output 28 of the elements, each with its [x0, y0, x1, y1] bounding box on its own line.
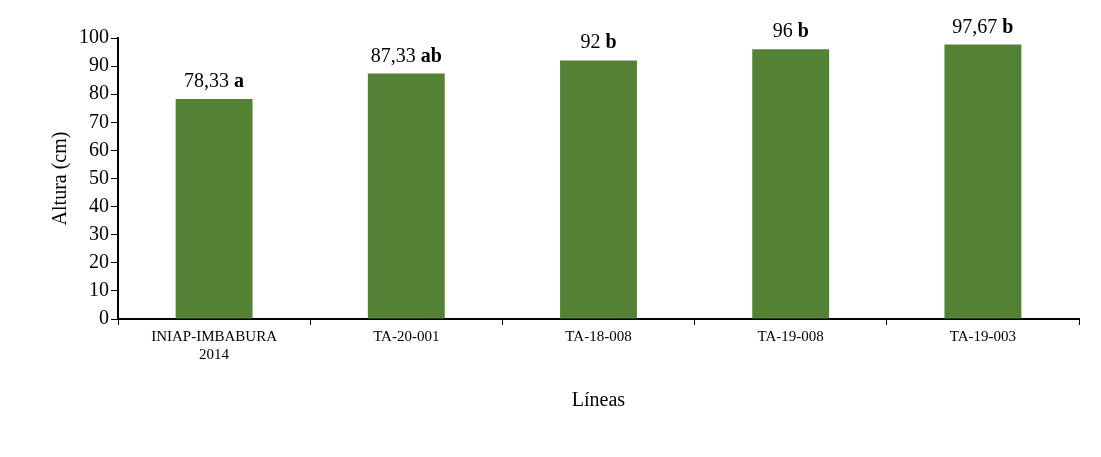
y-tick-label: 10	[89, 278, 109, 301]
y-tick-label: 60	[89, 137, 109, 160]
data-label: 97,67 b	[952, 14, 1014, 37]
x-axis-title: Líneas	[571, 388, 626, 411]
bar	[367, 73, 445, 319]
data-label: 96 b	[772, 19, 809, 42]
y-tick-label: 30	[89, 221, 109, 244]
data-label: 78,33 a	[184, 68, 245, 91]
y-axis-title: Altura (cm)	[48, 131, 72, 226]
bar	[944, 44, 1022, 319]
y-tick-label: 100	[79, 25, 109, 48]
bar	[175, 98, 253, 319]
x-tick-label: TA-18-008	[565, 327, 632, 344]
x-tick-label: TA-19-008	[757, 327, 824, 344]
y-tick-label: 70	[89, 109, 109, 132]
y-tick-label: 50	[89, 165, 109, 188]
data-label: 92 b	[580, 30, 617, 53]
y-tick-label: 40	[89, 193, 109, 216]
x-tick-label: INIAP-IMBABURA 2014	[151, 327, 278, 362]
bar	[560, 60, 637, 319]
bar	[752, 49, 830, 319]
y-tick-label: 0	[99, 306, 109, 329]
y-tick-label: 80	[89, 81, 109, 104]
y-tick-label: 20	[89, 250, 109, 273]
x-tick-label: TA-19-003	[949, 327, 1017, 344]
data-label: 87,33 ab	[370, 43, 442, 66]
y-tick-label: 90	[89, 53, 109, 76]
x-tick-label: TA-20-001	[373, 327, 440, 344]
